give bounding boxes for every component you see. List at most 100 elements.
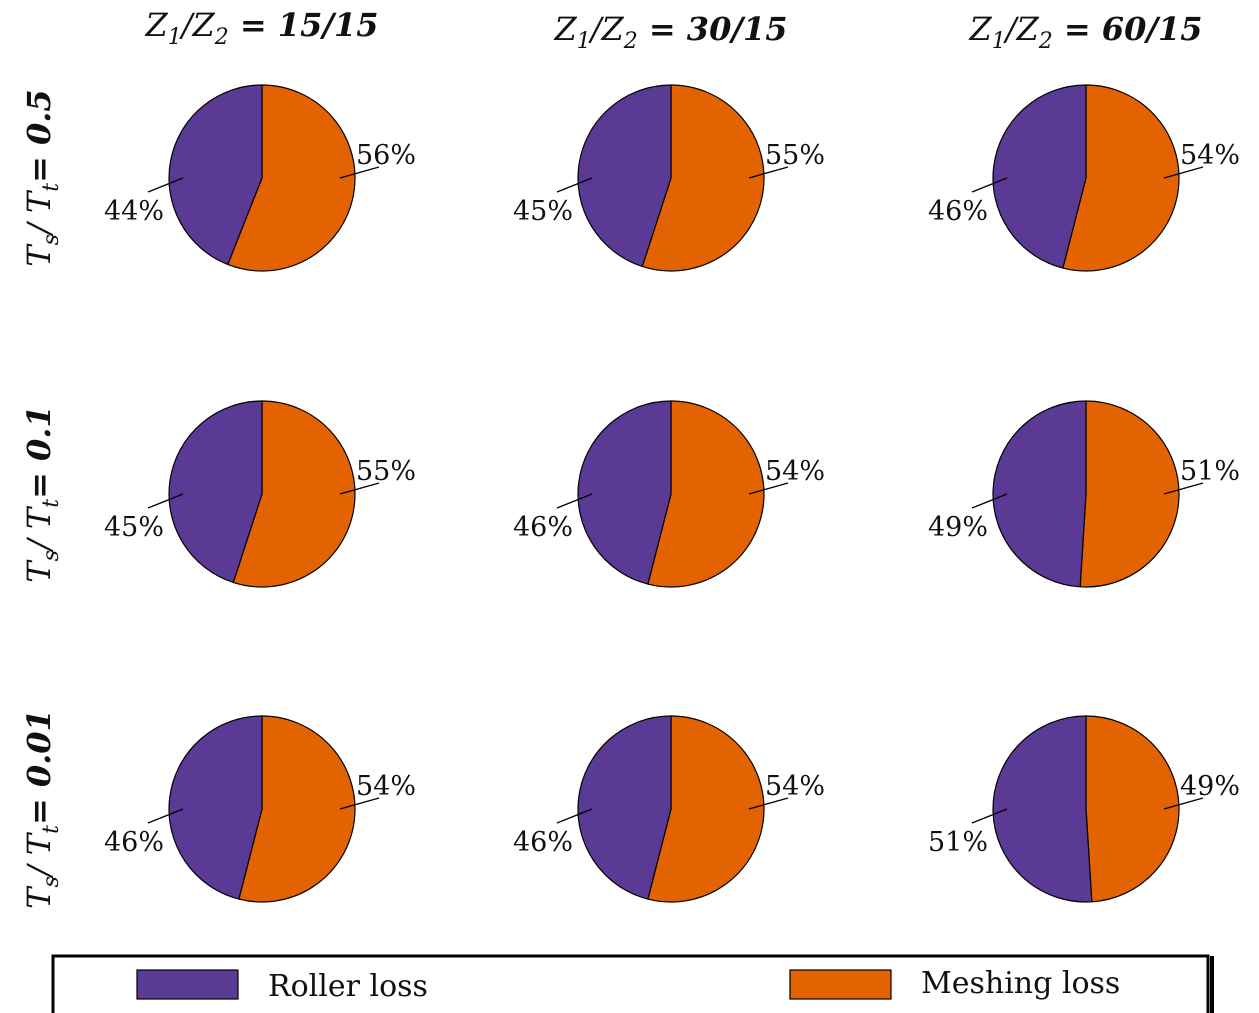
leader-line-roller: [971, 808, 1008, 824]
leader-line-roller: [556, 808, 593, 824]
pie-slice-meshing-loss: [238, 715, 356, 903]
label-part-eq: =: [638, 10, 687, 48]
pie-1-3: 54% 46%: [928, 84, 1240, 272]
leader-line-meshing: [748, 166, 789, 179]
pie-3-1: 54% 46%: [104, 715, 416, 903]
pie-1-1: 56% 44%: [104, 84, 416, 272]
label-part-value: 0.1: [20, 405, 58, 461]
legend: Roller loss Meshing loss: [51, 954, 1214, 1013]
label-part-eq: =: [20, 145, 58, 183]
label-part-sub1: s: [39, 234, 64, 245]
column-title-2: Z1/Z2 = 30/15: [553, 10, 787, 54]
pie-2-3: 51% 49%: [928, 400, 1240, 588]
row-title-1: Ts/ Tt= 0.5: [20, 89, 64, 266]
leader-line-roller: [147, 177, 184, 193]
pie-slice-roller-loss: [992, 400, 1087, 588]
legend-label-meshing-loss: Meshing loss: [921, 966, 1120, 1001]
legend-swatch-meshing-loss: [789, 969, 892, 1000]
row-title-2: Ts/ Tt= 0.1: [20, 405, 64, 582]
pie-slice-roller-loss: [168, 400, 263, 584]
legend-label-roller-loss: Roller loss: [268, 969, 428, 1004]
pie-slice-meshing-loss: [641, 84, 765, 272]
data-label-meshing: 49%: [1180, 771, 1240, 802]
pie-slice-meshing-loss: [647, 715, 765, 903]
data-label-roller: 45%: [104, 512, 164, 543]
data-label-roller: 46%: [104, 827, 164, 858]
leader-line-roller: [556, 177, 593, 193]
pie-slice-meshing-loss: [232, 400, 356, 588]
pie-slice-roller-loss: [992, 84, 1087, 269]
data-label-roller: 51%: [928, 827, 988, 858]
label-part-prefix: Z: [968, 10, 992, 48]
label-part-sep: / T: [20, 189, 58, 237]
data-label-meshing: 54%: [765, 771, 825, 802]
label-part-prefix: Z: [553, 10, 577, 48]
pie-slice-roller-loss: [168, 715, 263, 900]
leader-line-meshing: [339, 166, 380, 179]
leader-line-meshing: [339, 482, 380, 495]
label-part-eq: =: [20, 787, 58, 825]
label-part-sep: / T: [20, 505, 58, 553]
data-label-meshing: 51%: [1180, 456, 1240, 487]
legend-swatch-roller-loss: [136, 969, 239, 1000]
label-part-prefix: T: [20, 559, 58, 583]
label-part-sub2: 2: [623, 29, 638, 54]
label-part-value: 15/15: [278, 6, 379, 44]
data-label-roller: 49%: [928, 512, 988, 543]
label-part-sub2: t: [39, 499, 64, 508]
row-title-group-1: Ts/ Tt= 0.5: [20, 89, 64, 266]
legend-frame: [51, 954, 1210, 1013]
pie-1-2: 55% 45%: [513, 84, 825, 272]
label-part-sep: /Z: [588, 10, 625, 48]
label-part-sub1: 1: [992, 29, 1006, 54]
leader-line-roller: [971, 493, 1008, 509]
label-part-sub2: 2: [214, 25, 229, 50]
data-label-meshing: 55%: [765, 140, 825, 171]
leader-line-meshing: [1163, 482, 1204, 495]
data-label-meshing: 56%: [356, 140, 416, 171]
label-part-sep: / T: [20, 831, 58, 879]
label-part-sub1: 1: [168, 25, 182, 50]
pie-slice-roller-loss: [577, 400, 672, 585]
pie-2-1: 55% 45%: [104, 400, 416, 588]
data-label-meshing: 54%: [765, 456, 825, 487]
pie-slice-meshing-loss: [1085, 715, 1180, 903]
label-part-value: 0.01: [20, 709, 58, 787]
pie-2-2: 54% 46%: [513, 400, 825, 588]
label-part-sep: /Z: [1003, 10, 1040, 48]
row-title-group-2: Ts/ Tt= 0.1: [20, 405, 64, 582]
label-part-eq: =: [20, 461, 58, 499]
pie-slice-meshing-loss: [647, 400, 765, 588]
pie-slice-meshing-loss: [1079, 400, 1180, 588]
label-part-value: 60/15: [1102, 10, 1203, 48]
leader-line-meshing: [339, 797, 380, 810]
label-part-eq: =: [1053, 10, 1102, 48]
leader-line-meshing: [748, 482, 789, 495]
label-part-sub2: t: [39, 825, 64, 834]
leader-line-roller: [971, 177, 1008, 193]
data-label-roller: 46%: [513, 827, 573, 858]
row-title-3: Ts/ Tt= 0.01: [20, 709, 64, 909]
pie-slice-meshing-loss: [226, 84, 356, 272]
column-title-3: Z1/Z2 = 60/15: [968, 10, 1202, 54]
pie-slice-roller-loss: [577, 84, 672, 268]
pie-3-3: 49% 51%: [928, 715, 1240, 903]
leader-line-meshing: [1163, 797, 1204, 810]
pie-3-2: 54% 46%: [513, 715, 825, 903]
column-title-1: Z1/Z2 = 15/15: [144, 6, 378, 50]
data-label-roller: 46%: [513, 512, 573, 543]
label-part-sub1: s: [39, 550, 64, 561]
label-part-sub2: 2: [1038, 29, 1053, 54]
pie-slice-meshing-loss: [1062, 84, 1180, 272]
pie-slice-roller-loss: [168, 84, 263, 266]
label-part-prefix: T: [20, 885, 58, 909]
label-part-prefix: Z: [144, 6, 168, 44]
data-label-roller: 45%: [513, 196, 573, 227]
data-label-roller: 46%: [928, 196, 988, 227]
data-label-roller: 44%: [104, 196, 164, 227]
label-part-sub1: 1: [577, 29, 591, 54]
pie-slice-roller-loss: [577, 715, 672, 900]
data-label-meshing: 54%: [356, 771, 416, 802]
